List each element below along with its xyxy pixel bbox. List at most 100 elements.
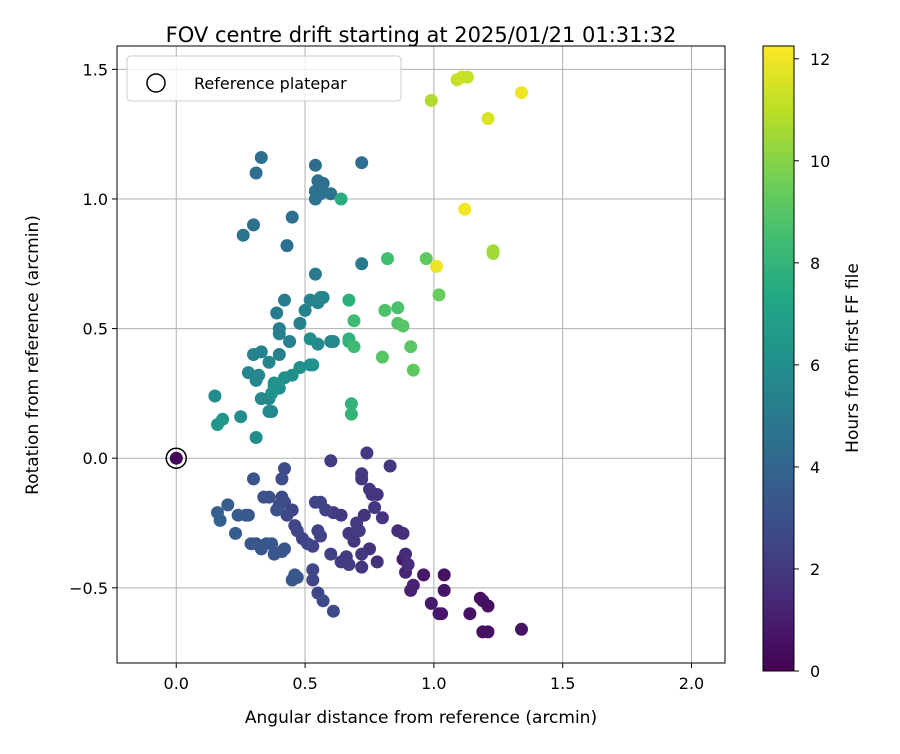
data-point [347,340,361,354]
legend: Reference platepar [126,55,402,102]
data-point [419,252,433,266]
data-point [406,363,420,377]
data-point [430,259,443,273]
data-point [265,386,279,400]
data-point [355,560,369,574]
reference-platepar-marker [165,447,188,469]
data-point [169,451,183,465]
data-point [280,239,294,253]
data-point [213,513,227,527]
data-point [486,244,500,258]
y-axis-label: Rotation from reference (arcmin) [23,215,43,495]
data-point [270,503,284,517]
data-point [391,301,405,315]
data-point [306,358,320,372]
x-tick-label: 0.5 [292,674,317,693]
data-point [370,555,384,569]
data-point [406,578,420,592]
data-point [334,508,348,522]
data-point [435,607,449,621]
data-point [308,267,322,281]
plot-frame [116,45,726,664]
data-point [481,112,495,126]
data-point [262,405,276,418]
data-point [381,252,394,266]
data-point [278,542,291,556]
data-point [257,490,271,504]
data-point [308,192,322,206]
data-point [275,472,289,486]
data-point [234,410,248,424]
data-point [262,355,276,369]
data-point [481,599,495,613]
data-point [285,573,299,587]
colorbar: 0 2 4 6 8 10 12 Hours from first FF file [762,45,863,681]
data-point [437,568,451,582]
data-point [324,547,338,561]
data-point [211,418,224,431]
data-point [481,625,495,639]
data-point [311,524,325,538]
data-point [278,293,291,307]
y-tick-label: 1.0 [83,190,108,209]
data-point [401,558,415,571]
data-point [249,431,263,444]
data-point [254,151,268,164]
reference-marker [165,447,188,469]
data-point [236,228,250,242]
data-points [169,70,528,639]
data-point [344,397,358,411]
data-point [283,335,297,348]
data-point [326,604,340,618]
data-point [460,70,474,84]
colorbar-tick-label: 0 [810,662,820,681]
data-point [342,293,356,307]
data-point [355,257,369,271]
data-point [375,511,389,525]
data-point [249,166,263,180]
x-axis-ticks: 0.0 0.5 1.0 1.5 2.0 [164,663,704,693]
data-point [355,156,369,170]
y-tick-label: −0.5 [69,579,108,598]
data-point [306,563,320,577]
data-point [347,314,361,328]
data-point [303,332,317,346]
data-point [375,350,389,364]
data-point [352,524,366,538]
x-axis-label: Angular distance from reference (arcmin) [245,708,597,728]
grid-lines [117,46,725,663]
y-tick-label: 1.5 [83,60,108,79]
data-point [316,291,330,304]
data-point [306,539,320,553]
colorbar-tick-label: 10 [810,152,830,171]
data-point [249,373,263,387]
x-tick-label: 1.5 [550,674,575,693]
data-point [270,306,284,320]
data-point [363,482,376,496]
colorbar-label: Hours from first FF file [843,263,863,453]
data-point [221,498,235,512]
data-point [316,594,330,608]
y-tick-label: 0.5 [83,320,108,339]
data-point [265,537,279,551]
data-point [278,462,291,476]
colorbar-tick-label: 12 [810,50,830,69]
colorbar-ticks: 0 2 4 6 8 10 12 [794,50,830,681]
data-point [396,319,410,333]
data-point [324,187,338,201]
data-point [334,555,348,569]
data-point [463,607,477,621]
data-point [272,348,286,361]
data-point [404,340,418,354]
data-point [396,526,410,540]
data-point [244,537,258,551]
data-point [399,547,412,561]
data-point [293,361,307,374]
data-point [368,501,382,514]
data-point [308,158,322,172]
data-point [285,210,299,224]
data-point [241,508,255,522]
data-point [378,303,392,317]
colorbar-tick-label: 4 [810,458,820,477]
